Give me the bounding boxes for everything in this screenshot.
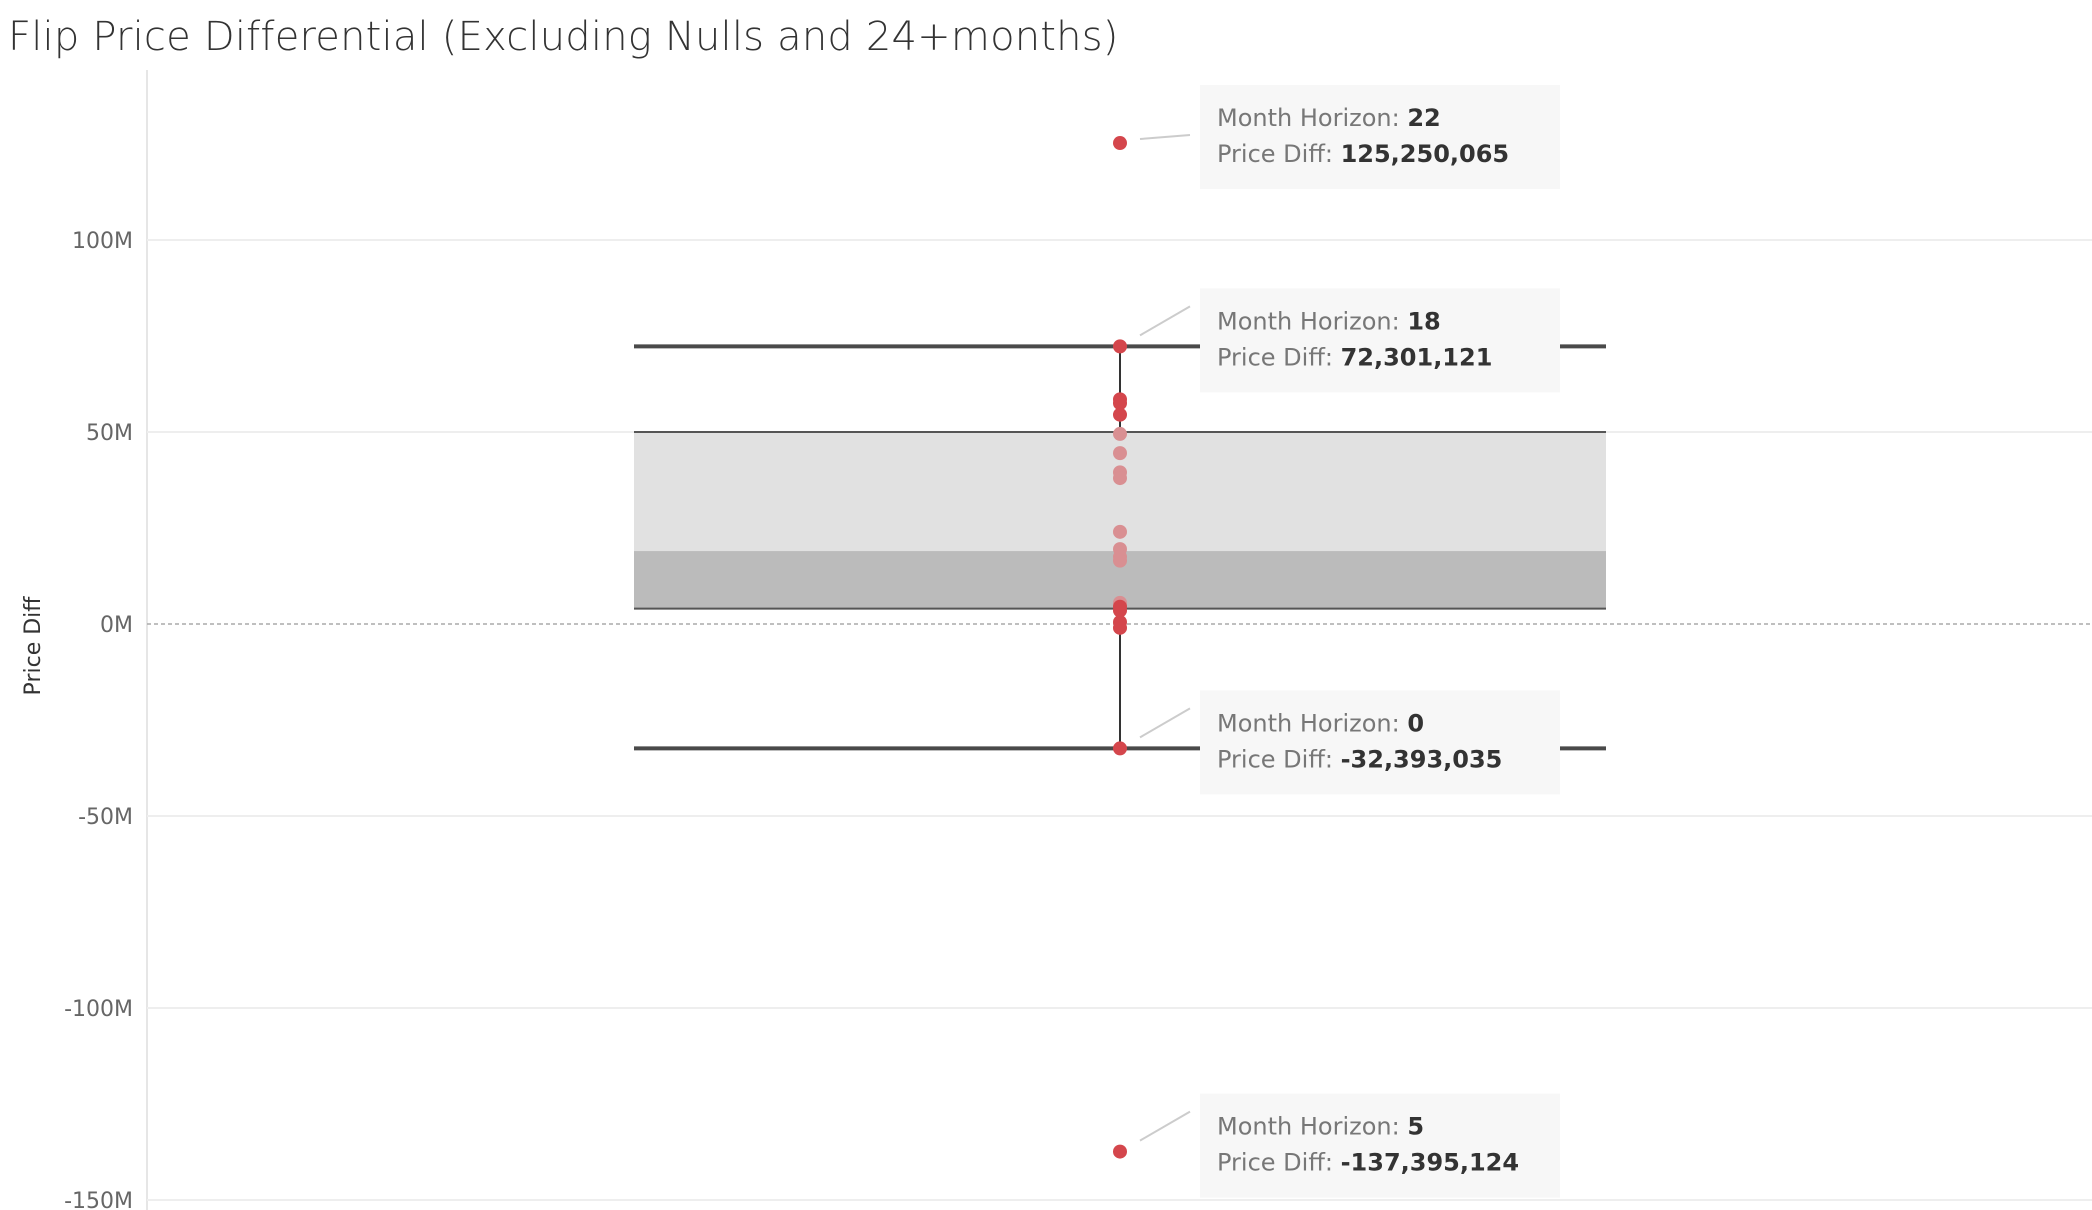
month-horizon-key: Month Horizon: (1217, 307, 1407, 335)
data-point (1113, 553, 1127, 568)
price-diff-value: -32,393,035 (1341, 745, 1503, 773)
annotations: Month Horizon: 22 Price Diff: 125,250,065… (1139, 85, 1560, 1198)
month-horizon-value: 0 (1407, 709, 1424, 737)
month-horizon-key: Month Horizon: (1217, 709, 1407, 737)
y-axis-title: Price Diff (21, 596, 46, 696)
annotation-leader (1139, 305, 1191, 337)
data-point (1113, 524, 1127, 539)
annotation-price-line: Price Diff: -137,395,124 (1217, 1149, 1519, 1177)
price-diff-value: 72,301,121 (1341, 343, 1493, 371)
month-horizon-value: 18 (1407, 307, 1440, 335)
price-diff-key: Price Diff: (1217, 140, 1341, 168)
month-horizon-key: Month Horizon: (1217, 1113, 1407, 1141)
annotation-callout: Month Horizon: 22 Price Diff: 125,250,065 (1139, 85, 1560, 190)
price-diff-key: Price Diff: (1217, 343, 1341, 371)
price-diff-value: 125,250,065 (1341, 140, 1510, 168)
annotation-callout: Month Horizon: 18 Price Diff: 72,301,121 (1139, 288, 1560, 393)
annotation-box (1200, 85, 1560, 190)
price-diff-key: Price Diff: (1217, 1149, 1341, 1177)
annotation-month-line: Month Horizon: 22 (1217, 104, 1441, 132)
data-point (1113, 1144, 1127, 1159)
data-point (1113, 471, 1127, 486)
data-point (1113, 741, 1127, 756)
annotation-price-line: Price Diff: 125,250,065 (1217, 140, 1509, 168)
annotation-month-line: Month Horizon: 18 (1217, 307, 1441, 335)
data-point (1113, 620, 1127, 635)
y-tick-label: 100M (72, 229, 133, 254)
data-point (1113, 446, 1127, 461)
annotation-leader (1139, 1110, 1191, 1142)
data-point (1113, 136, 1127, 151)
y-tick-label: -100M (64, 997, 133, 1022)
month-horizon-value: 22 (1407, 104, 1440, 132)
data-point (1113, 426, 1127, 441)
annotation-price-line: Price Diff: 72,301,121 (1217, 343, 1492, 371)
annotation-leader (1139, 134, 1191, 141)
data-point (1113, 396, 1127, 411)
annotation-callout: Month Horizon: 0 Price Diff: -32,393,035 (1139, 690, 1560, 795)
data-point (1113, 407, 1127, 422)
y-tick-label: 0M (100, 613, 133, 638)
y-axis: 100M 50M 0M -50M -100M -150M Price Diff (21, 229, 133, 1210)
chart-title: Flip Price Differential (Excluding Nulls… (8, 14, 1119, 60)
annotation-price-line: Price Diff: -32,393,035 (1217, 745, 1502, 773)
annotation-box (1200, 1093, 1560, 1198)
annotation-month-line: Month Horizon: 5 (1217, 1113, 1424, 1141)
y-tick-label: -50M (78, 805, 133, 830)
month-horizon-key: Month Horizon: (1217, 104, 1407, 132)
y-tick-label: 50M (86, 421, 133, 446)
data-point (1113, 603, 1127, 618)
month-horizon-value: 5 (1407, 1113, 1424, 1141)
price-diff-key: Price Diff: (1217, 745, 1341, 773)
y-tick-label: -150M (64, 1189, 133, 1210)
annotation-box (1200, 288, 1560, 393)
price-diff-value: -137,395,124 (1341, 1149, 1520, 1177)
annotation-month-line: Month Horizon: 0 (1217, 709, 1424, 737)
annotation-callout: Month Horizon: 5 Price Diff: -137,395,124 (1139, 1093, 1560, 1198)
data-point (1113, 339, 1127, 354)
annotation-box (1200, 690, 1560, 795)
annotation-leader (1139, 707, 1191, 739)
data-points (1113, 136, 1127, 1159)
